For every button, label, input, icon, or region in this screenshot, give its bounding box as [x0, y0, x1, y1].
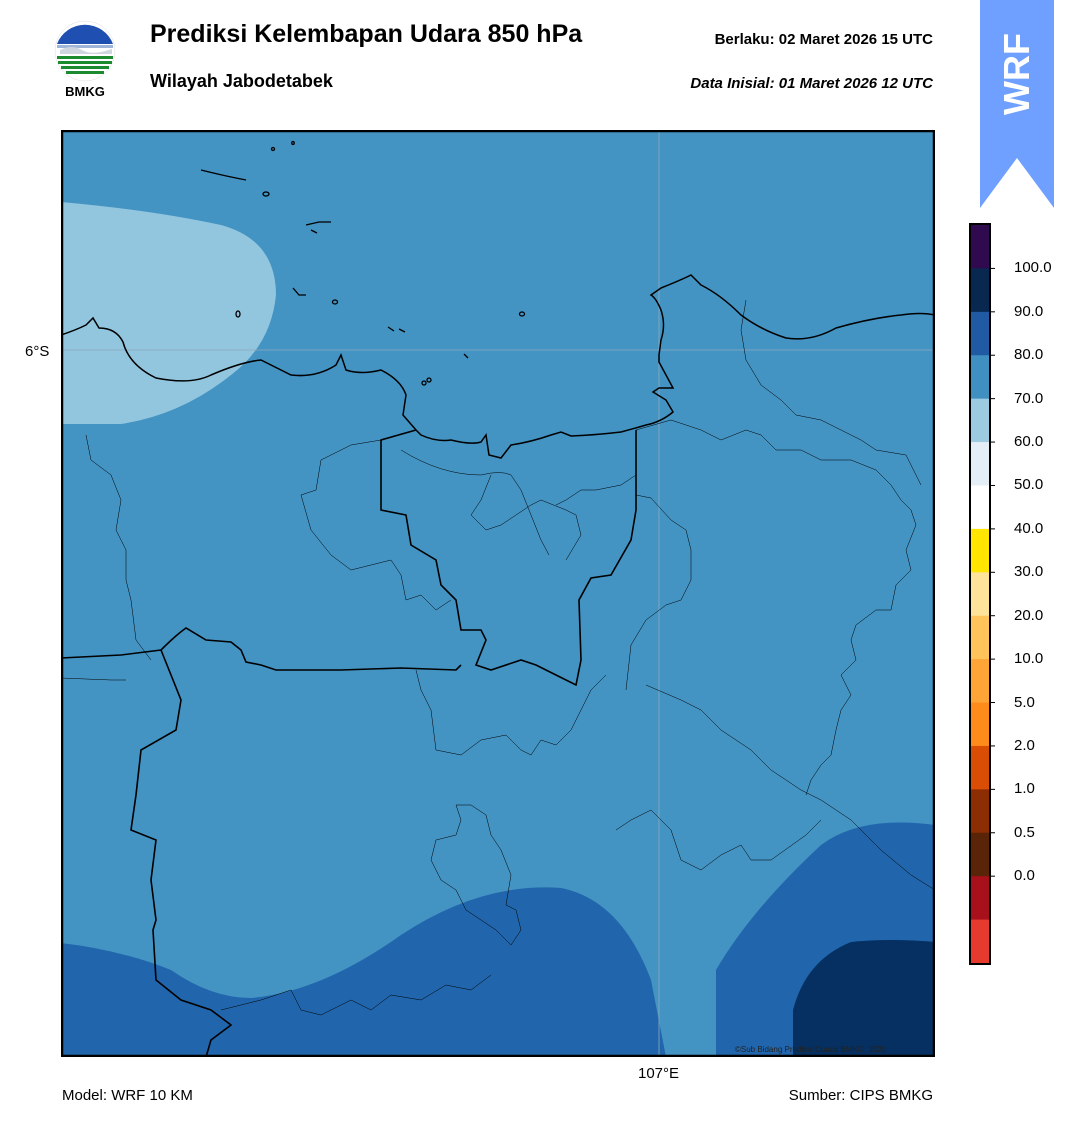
colorbar-tick-label: 60.0: [1014, 433, 1044, 451]
map-subtitle: Wilayah Jabodetabek: [150, 71, 333, 91]
colorbar-swatch: [971, 572, 989, 617]
map-credit: ©Sub Bidang Prediksi Cuaca BMKG, 2020: [735, 1045, 887, 1054]
colorbar-swatch: [971, 876, 989, 921]
colorbar-swatch: [971, 528, 989, 573]
colorbar-swatch: [971, 485, 989, 530]
source-label: Sumber: CIPS BMKG: [788, 1087, 933, 1104]
colorbar-tick-label: 30.0: [1014, 563, 1044, 581]
colorbar-tick-label: 50.0: [1014, 476, 1044, 494]
humidity-map: [60, 129, 936, 1058]
wrf-badge-text: WRF: [996, 33, 1037, 115]
colorbar-tick-label: 2.0: [1014, 736, 1035, 754]
colorbar-tick-label: 40.0: [1014, 519, 1044, 537]
province-borders: [61, 429, 637, 1057]
colorbar-swatch: [971, 398, 989, 443]
colorbar-tick-label: 100.0: [1014, 259, 1052, 277]
colorbar-tick-label: 10.0: [1014, 650, 1044, 668]
map-title: Prediksi Kelembapan Udara 850 hPa: [150, 20, 583, 48]
islands: [200, 140, 526, 386]
colorbar-tick-label: 90.0: [1014, 302, 1044, 320]
colorbar-swatch: [971, 268, 989, 313]
colorbar-swatch: [971, 311, 989, 356]
colorbar-tick-label: 0.5: [1014, 823, 1035, 841]
colorbar-swatch: [971, 745, 989, 790]
colorbar-tick-label: 1.0: [1014, 780, 1035, 798]
bmkg-logo: [52, 18, 118, 102]
humidity-region-80-90-west: [61, 887, 666, 1057]
humidity-region-60-70: [61, 202, 276, 424]
colorbar-swatch: [971, 442, 989, 486]
coastline: [61, 274, 935, 459]
colorbar-swatch: [971, 919, 989, 964]
colorbar: [969, 223, 995, 965]
initial-data-time: Data Inisial: 01 Maret 2026 12 UTC: [690, 75, 933, 92]
colorbar-tick-label: 20.0: [1014, 606, 1044, 624]
colorbar-swatch: [971, 355, 989, 400]
colorbar-tick-label: 0.0: [1014, 867, 1035, 885]
colorbar-swatch: [971, 702, 989, 747]
colorbar-swatch: [971, 832, 989, 877]
latitude-label: 6°S: [25, 343, 50, 360]
colorbar-swatch: [971, 615, 989, 660]
longitude-label: 107°E: [638, 1065, 680, 1082]
valid-time: Berlaku: 02 Maret 2026 15 UTC: [714, 31, 933, 48]
logo-text: BMKG: [65, 84, 105, 99]
colorbar-tick-label: 80.0: [1014, 346, 1044, 364]
regency-borders: [61, 299, 935, 1016]
colorbar-tick-label: 70.0: [1014, 389, 1044, 407]
colorbar-tick-label: 5.0: [1014, 693, 1035, 711]
colorbar-swatch: [971, 789, 989, 834]
wrf-badge: [980, 0, 1054, 208]
humidity-region-90-100: [793, 940, 935, 1057]
colorbar-swatch: [971, 225, 989, 269]
model-label: Model: WRF 10 KM: [62, 1087, 193, 1104]
colorbar-swatch: [971, 659, 989, 704]
